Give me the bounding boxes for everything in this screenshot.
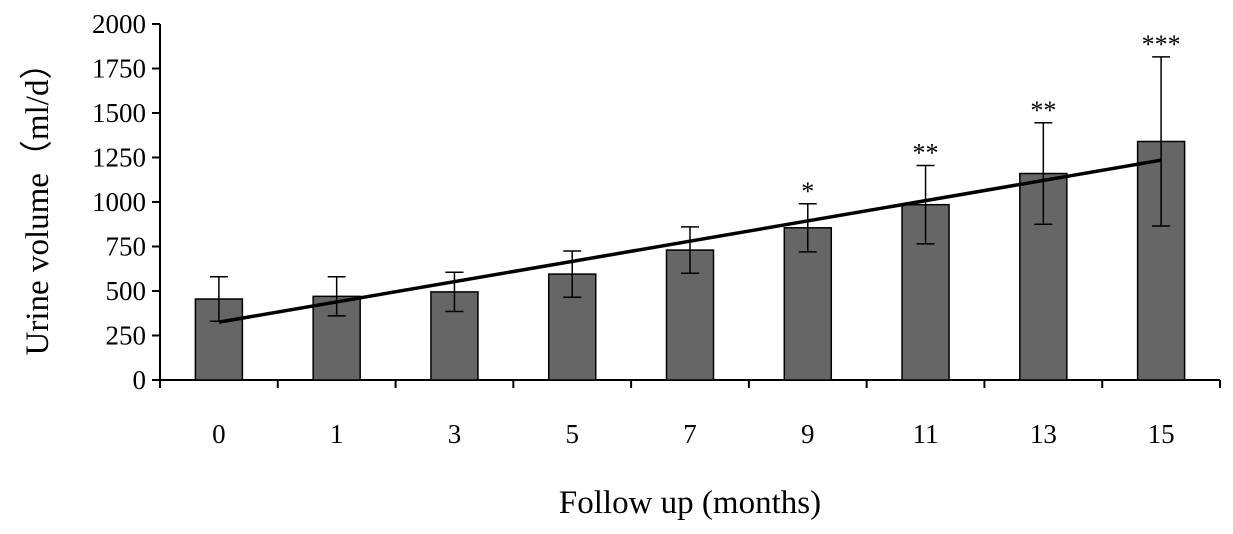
significance-label: *** — [1142, 30, 1181, 59]
x-tick-label: 9 — [801, 419, 815, 449]
y-axis-title: Urine volume（ml/d） — [20, 47, 56, 356]
significance-labels: ******** — [801, 30, 1180, 206]
x-tick-label: 13 — [1030, 419, 1057, 449]
significance-label: ** — [1030, 96, 1056, 125]
x-tick-label: 5 — [565, 419, 579, 449]
y-tick-label: 500 — [106, 276, 147, 306]
significance-label: ** — [913, 139, 939, 168]
y-tick-label: 1500 — [92, 98, 146, 128]
x-tick-label: 11 — [913, 419, 939, 449]
y-tick-label: 0 — [133, 365, 147, 395]
significance-label: * — [801, 177, 814, 206]
y-tick-label: 1000 — [92, 187, 146, 217]
y-tick-label: 750 — [106, 232, 147, 262]
x-axis-title: Follow up (months) — [559, 485, 821, 521]
x-tick-label: 3 — [448, 419, 462, 449]
x-tick-label: 1 — [330, 419, 344, 449]
trendline — [218, 158, 1162, 324]
error-bars — [209, 56, 1171, 323]
x-tick-label: 15 — [1148, 419, 1175, 449]
x-ticks: 0 1 3 5 7 9 11 13 15 — [159, 380, 1221, 449]
y-ticks: 0 250 500 750 1000 1250 1500 1750 2000 — [92, 9, 160, 395]
trendline-group — [218, 158, 1162, 324]
y-tick-label: 2000 — [92, 9, 146, 39]
y-tick-label: 1250 — [92, 143, 146, 173]
x-tick-label: 7 — [683, 419, 697, 449]
y-tick-label: 250 — [106, 321, 147, 351]
y-tick-label: 1750 — [92, 54, 146, 84]
x-tick-label: 0 — [212, 419, 226, 449]
